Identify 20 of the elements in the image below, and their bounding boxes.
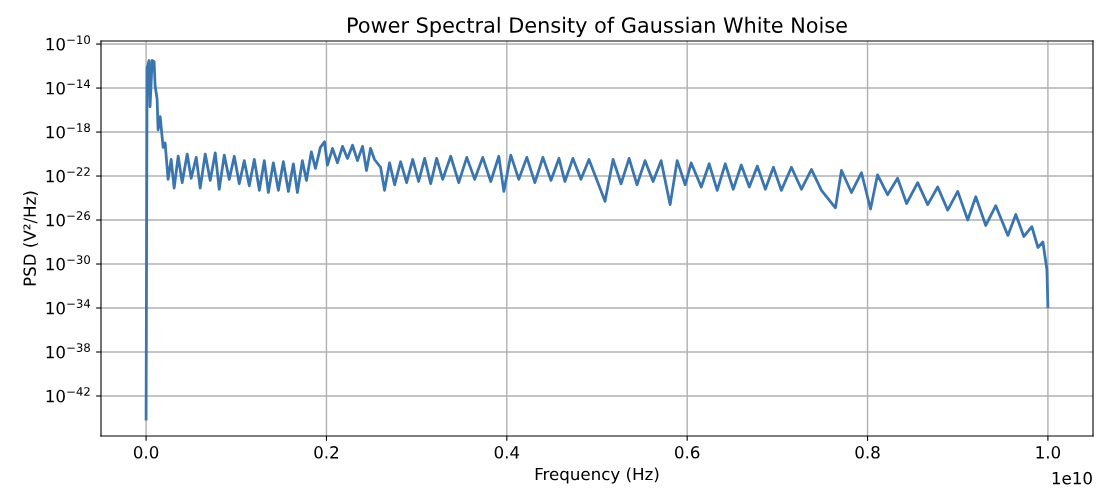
y-tick-label: 10$^{−42}$ [46,387,90,403]
y-tick-label: 10$^{−18}$ [46,123,90,139]
x-tick-label: 0.6 [675,446,700,459]
y-tick-label: 10$^{−22}$ [46,167,90,183]
y-axis-title: PSD (V²/Hz) [23,191,38,286]
y-tick-label: 10$^{−34}$ [46,299,91,315]
text: 1e10 [1052,471,1092,485]
x-tick-label: 0.8 [855,446,880,459]
x-axis-title: Frequency (Hz) [535,467,659,484]
x-tick-label: 0.2 [314,446,339,459]
y-tick-label: 10$^{−14}$ [46,79,91,95]
y-tick-label: 10$^{−38}$ [46,343,90,359]
x-tick-label: 1.0 [1036,446,1061,459]
y-tick-label: 10$^{−10}$ [46,35,90,51]
x-tick-label: 0.0 [133,446,159,459]
chart-title: Power Spectral Density of Gaussian White Noise [348,16,847,37]
line-series [144,59,1050,421]
x-tick-label: 0.4 [494,446,520,459]
y-tick-label: 10$^{−26}$ [46,211,91,227]
y-tick-label: 10$^{−30}$ [46,255,90,271]
